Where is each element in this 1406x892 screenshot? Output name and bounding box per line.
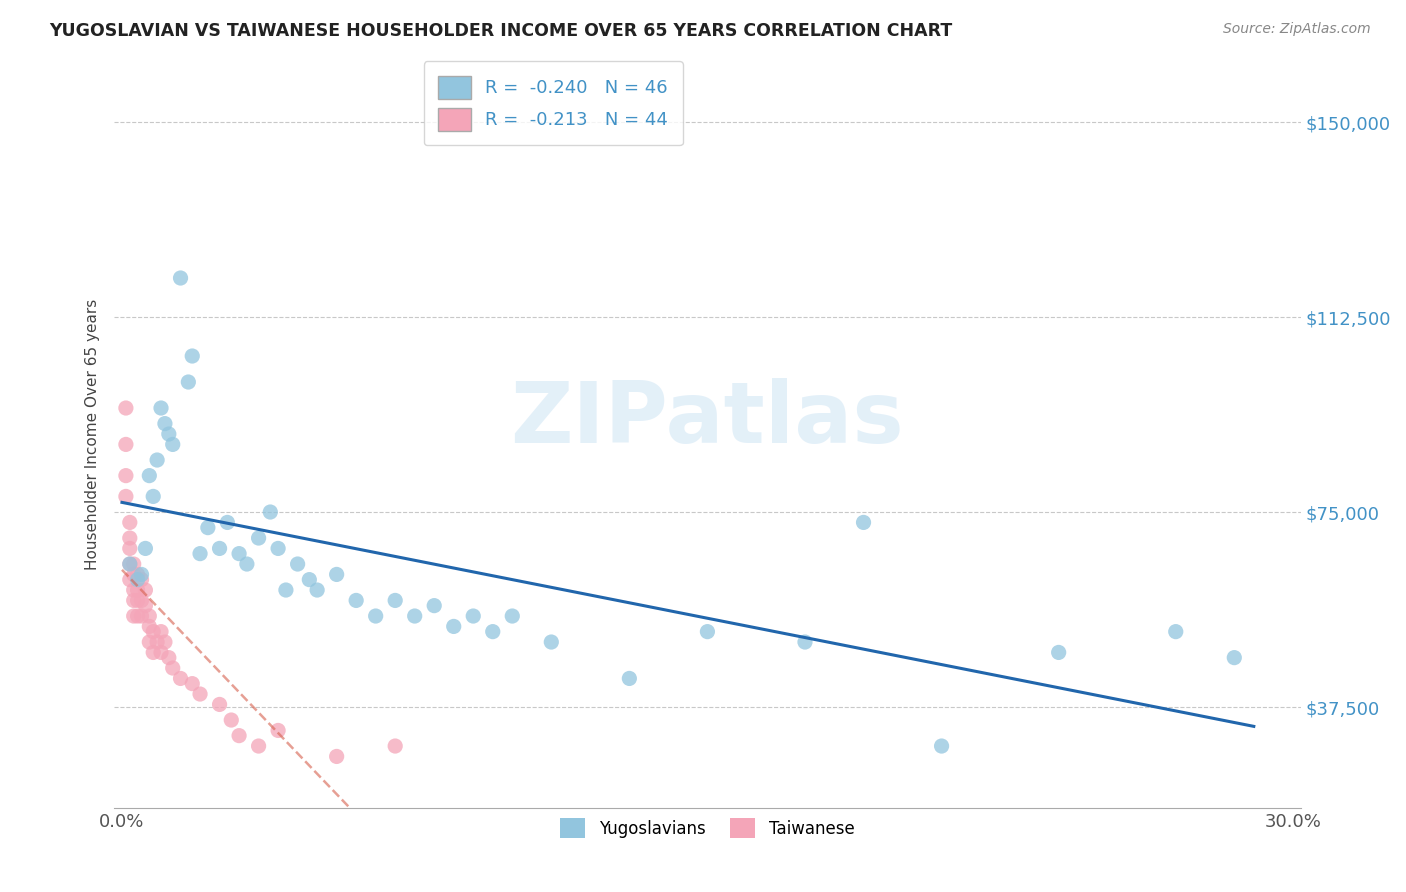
Point (217, 516, 239, 530)
Point (177, 375, 200, 389)
Point (162, 661, 184, 675)
Point (150, 401, 173, 415)
Point (423, 599, 446, 613)
Point (287, 557, 309, 571)
Point (364, 609, 387, 624)
Point (134, 599, 156, 613)
Point (188, 687, 211, 701)
Point (696, 624, 718, 639)
Point (118, 557, 141, 571)
Point (122, 567, 145, 582)
Point (138, 619, 160, 633)
Point (118, 541, 141, 556)
Point (134, 541, 156, 556)
Point (118, 573, 141, 587)
Point (247, 531, 270, 545)
Point (259, 505, 281, 519)
Point (131, 609, 153, 624)
Point (267, 541, 290, 556)
Point (852, 516, 875, 530)
Point (169, 672, 191, 686)
Point (384, 593, 406, 607)
Point (115, 490, 138, 504)
Point (118, 531, 141, 545)
Point (157, 427, 180, 442)
Point (1164, 624, 1187, 639)
Point (131, 567, 153, 582)
Point (118, 557, 141, 571)
Point (188, 547, 211, 561)
Point (228, 547, 250, 561)
Point (325, 749, 347, 764)
Point (162, 437, 184, 451)
Point (150, 624, 173, 639)
Point (118, 516, 141, 530)
Point (181, 676, 204, 690)
Point (122, 582, 145, 597)
Point (153, 635, 176, 649)
Point (298, 573, 321, 587)
Point (127, 582, 149, 597)
Point (127, 609, 149, 624)
Point (146, 453, 169, 467)
Point (443, 619, 465, 633)
Point (138, 609, 160, 624)
Point (325, 567, 347, 582)
Text: Source: ZipAtlas.com: Source: ZipAtlas.com (1223, 22, 1371, 37)
Point (122, 609, 145, 624)
Point (619, 672, 641, 686)
Point (127, 593, 149, 607)
Point (404, 609, 426, 624)
Y-axis label: Householder Income Over 65 years: Householder Income Over 65 years (86, 299, 100, 570)
Point (267, 723, 290, 738)
Point (138, 468, 160, 483)
Point (115, 401, 138, 415)
Point (1223, 650, 1246, 665)
Point (138, 635, 160, 649)
Point (146, 635, 169, 649)
Point (208, 698, 231, 712)
Point (501, 609, 523, 624)
Point (115, 437, 138, 451)
Point (134, 582, 156, 597)
Text: ZIPatlas: ZIPatlas (510, 377, 904, 460)
Point (157, 650, 180, 665)
Point (142, 490, 165, 504)
Point (153, 417, 176, 431)
Point (197, 521, 219, 535)
Point (344, 593, 367, 607)
Text: YUGOSLAVIAN VS TAIWANESE HOUSEHOLDER INCOME OVER 65 YEARS CORRELATION CHART: YUGOSLAVIAN VS TAIWANESE HOUSEHOLDER INC… (49, 22, 952, 40)
Point (127, 573, 149, 587)
Point (122, 593, 145, 607)
Point (236, 557, 259, 571)
Point (1047, 645, 1070, 659)
Point (127, 567, 149, 582)
Point (247, 739, 270, 753)
Point (463, 609, 485, 624)
Point (481, 624, 503, 639)
Point (208, 541, 231, 556)
Point (307, 582, 329, 597)
Point (384, 739, 406, 753)
Point (274, 582, 297, 597)
Point (219, 713, 242, 727)
Point (931, 739, 953, 753)
Point (181, 349, 204, 363)
Point (131, 573, 153, 587)
Point (122, 557, 145, 571)
Point (131, 593, 153, 607)
Point (228, 729, 250, 743)
Legend: Yugoslavians, Taiwanese: Yugoslavians, Taiwanese (554, 812, 860, 845)
Point (142, 645, 165, 659)
Point (115, 468, 138, 483)
Point (794, 635, 817, 649)
Point (142, 624, 165, 639)
Point (169, 271, 191, 285)
Point (150, 645, 173, 659)
Point (540, 635, 562, 649)
